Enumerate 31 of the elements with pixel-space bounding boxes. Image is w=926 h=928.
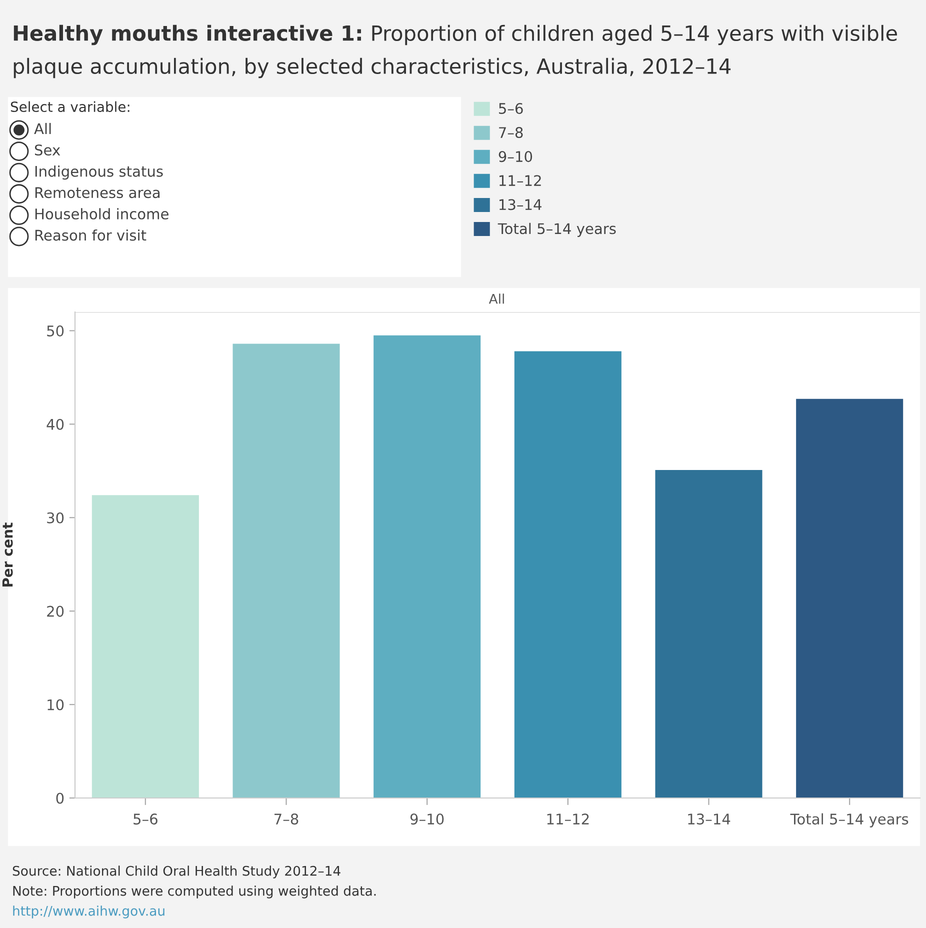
legend-label: 5–6	[499, 102, 523, 114]
x-tick-label: 13–14	[688, 814, 730, 825]
legend-label: 11–12	[500, 175, 541, 186]
text: Note: Proportions were computed using weighted data.	[13, 886, 376, 898]
legend-label: 7–8	[499, 127, 523, 138]
text: All	[34, 122, 51, 134]
y-tick-label: 10	[48, 699, 64, 710]
y-tick-label: 30	[47, 512, 64, 524]
x-tick-label: 5–6	[134, 814, 158, 825]
y-tick-label: 50	[47, 325, 64, 336]
source-note: Source: National Child Oral Health Study 2012–14	[12, 866, 340, 878]
chart-title: Healthy mouths interactive 1: Proportion of children aged 5–14 years with visible plaque accumulation, by selected characteristics, Australia, 2012–14	[14, 24, 897, 78]
legend-label: 13–14	[500, 199, 542, 210]
y-tick-label: 20	[47, 606, 64, 617]
text: Sex	[34, 144, 60, 156]
legend-label: Total 5–14 years	[498, 222, 616, 237]
text: Indigenous status	[35, 166, 163, 180]
x-tick-label: 11–12	[547, 814, 589, 824]
text: Select a variable:	[10, 101, 130, 112]
x-tick-label: Total 5–14 years	[790, 813, 908, 828]
x-tick-label: 9–10	[410, 814, 444, 825]
x-tick-label: 7–8	[274, 814, 298, 825]
text: Remoteness area	[35, 187, 160, 198]
y-tick-label: 0	[56, 792, 64, 804]
text: http://www.aihw.gov.au	[13, 906, 164, 918]
y-axis-title: Per cent	[2, 522, 13, 586]
text: Reason for visit	[35, 229, 146, 241]
y-tick-label: 40	[46, 418, 64, 430]
legend-label: 9–10	[498, 151, 532, 162]
chart-subtitle: All	[488, 294, 504, 304]
text: Household income	[35, 208, 168, 220]
